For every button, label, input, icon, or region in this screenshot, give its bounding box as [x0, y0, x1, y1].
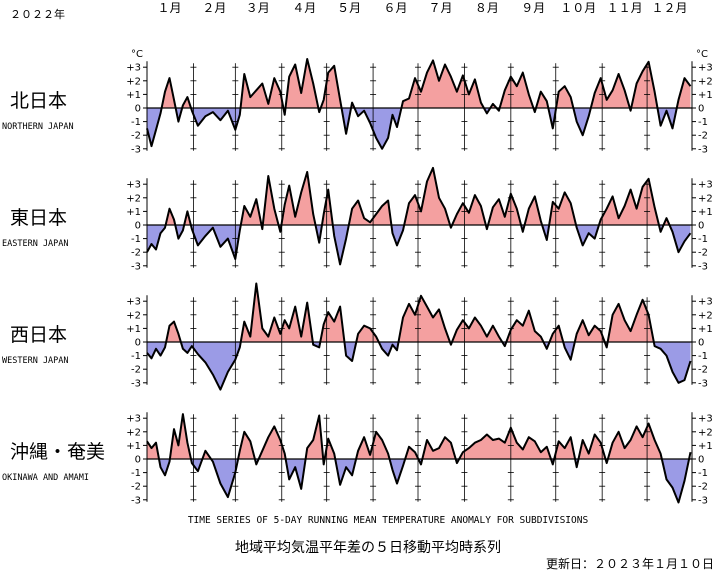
region-name-en: NORTHERN JAPAN: [2, 122, 74, 132]
region-name-en: EASTERN JAPAN: [2, 239, 69, 249]
y-tick-label: -3: [131, 378, 141, 389]
y-tick-label: -2: [131, 365, 141, 376]
y-tick-label: -1: [131, 351, 141, 362]
y-tick-label: 0: [698, 104, 704, 115]
panel-eastern-japan: +3 +2 +1 0 -1 -2 -3 +3 +2 +1 0 -1 -2 -3 東日本 EASTERN JAP…: [2, 166, 713, 272]
positive-anomaly-fill: [147, 167, 691, 225]
y-tick-label: +3: [126, 63, 141, 74]
y-tick-label: +1: [126, 324, 141, 335]
panel-western-japan: +3 +2 +1 0 -1 -2 -3 +3 +2 +1 0 -1 -2 -3 西日本 WESTERN JAP…: [2, 282, 713, 391]
y-tick-label: +1: [698, 207, 713, 218]
y-tick-label: -1: [131, 117, 141, 128]
month-label: １月: [157, 1, 181, 15]
month-label: １０月: [560, 1, 596, 15]
region-name-en: WESTERN JAPAN: [2, 356, 69, 366]
y-tick-label: +2: [126, 193, 141, 204]
positive-anomaly-fill: [147, 59, 691, 108]
y-tick-label: -2: [131, 482, 141, 493]
month-label: １１月: [607, 1, 643, 15]
y-tick-label: -1: [698, 351, 708, 362]
unit-label: °C: [696, 49, 708, 60]
y-tick-label: +3: [698, 297, 713, 308]
negative-anomaly-fill: [147, 108, 691, 149]
y-tick-label: 0: [698, 455, 704, 466]
negative-anomaly-fill: [147, 342, 691, 390]
y-tick-label: -3: [131, 144, 141, 155]
region-name: 北日本: [10, 90, 67, 112]
month-label: １２月: [652, 1, 688, 15]
y-tick-label: +3: [126, 180, 141, 191]
y-tick-label: -1: [698, 468, 708, 479]
y-tick-label: -1: [698, 117, 708, 128]
y-tick-label: -2: [698, 482, 708, 493]
y-tick-label: +3: [698, 414, 713, 425]
year-label: ２０２２年: [10, 7, 65, 21]
y-tick-label: 0: [135, 455, 141, 466]
y-tick-label: 0: [135, 104, 141, 115]
y-tick-label: +3: [698, 63, 713, 74]
y-tick-label: +1: [126, 441, 141, 452]
y-tick-label: -1: [131, 468, 141, 479]
updated-date: 更新日：２０２３年１月１０日: [546, 556, 714, 570]
panels: +3 +2 +1 0 -1 -2 -3 °C +3 +2 +1 0 -1 -2 -3 °C 北日本 NORTHER…: [2, 49, 713, 506]
y-tick-label: +1: [126, 90, 141, 101]
japanese-title: 地域平均気温平年差の５日移動平均時系列: [235, 540, 501, 556]
y-tick-label: -3: [698, 378, 708, 389]
region-name: 沖縄・奄美: [10, 441, 105, 463]
month-label: ３月: [246, 1, 270, 15]
y-tick-label: -3: [131, 261, 141, 272]
positive-anomaly-fill: [147, 414, 691, 459]
y-tick-label: +2: [126, 427, 141, 438]
month-labels: １月 ２月 ３月 ４月 ５月 ６月 ７月 ８月 ９月 １０月 １１月 １２月: [157, 1, 687, 15]
month-label: ４月: [292, 1, 316, 15]
panel-northern-japan: +3 +2 +1 0 -1 -2 -3 °C +3 +2 +1 0 -1 -2 -3 °C 北日本 NORTHER…: [2, 49, 713, 155]
month-label: ８月: [475, 1, 499, 15]
region-name: 東日本: [10, 207, 67, 229]
y-tick-label: -1: [698, 234, 708, 245]
y-tick-label: +1: [698, 441, 713, 452]
y-tick-label: +3: [126, 414, 141, 425]
region-name-en: OKINAWA AND AMAMI: [2, 473, 89, 483]
y-tick-label: -1: [131, 234, 141, 245]
y-tick-label: -2: [698, 365, 708, 376]
unit-label: °C: [131, 49, 143, 60]
y-tick-label: -3: [698, 261, 708, 272]
y-tick-label: +2: [698, 427, 713, 438]
y-tick-label: -2: [698, 248, 708, 259]
month-label: ７月: [428, 1, 452, 15]
y-tick-label: +2: [698, 76, 713, 87]
negative-anomaly-fill: [147, 225, 691, 265]
y-tick-label: +3: [126, 297, 141, 308]
y-tick-label: -2: [131, 131, 141, 142]
anomaly-line: [146, 413, 692, 504]
y-tick-label: -3: [698, 144, 708, 155]
month-label: ９月: [521, 1, 545, 15]
anomaly-line: [146, 282, 692, 391]
y-tick-label: -3: [698, 495, 708, 506]
anomaly-line: [146, 58, 692, 150]
y-tick-label: +1: [698, 90, 713, 101]
english-title: TIME SERIES OF 5-DAY RUNNING MEAN TEMPER…: [188, 515, 589, 526]
anomaly-line: [146, 166, 692, 266]
y-tick-label: +3: [698, 180, 713, 191]
y-tick-label: 0: [135, 338, 141, 349]
y-tick-label: +2: [126, 76, 141, 87]
y-tick-label: +2: [698, 310, 713, 321]
month-label: ２月: [202, 1, 226, 15]
y-tick-label: +2: [126, 310, 141, 321]
y-tick-label: 0: [135, 221, 141, 232]
y-tick-label: +2: [698, 193, 713, 204]
panel-okinawa-and-amami: +3 +2 +1 0 -1 -2 -3 +3 +2 +1 0 -1 -2 -3 沖縄・奄美 OKINAWA A…: [2, 412, 713, 506]
month-label: ６月: [384, 1, 408, 15]
region-name: 西日本: [10, 324, 67, 346]
y-tick-label: 0: [698, 221, 704, 232]
y-tick-label: 0: [698, 338, 704, 349]
y-tick-label: +1: [698, 324, 713, 335]
y-tick-label: +1: [126, 207, 141, 218]
y-tick-label: -2: [131, 248, 141, 259]
y-tick-label: -2: [698, 131, 708, 142]
y-tick-label: -3: [131, 495, 141, 506]
month-label: ５月: [337, 1, 361, 15]
